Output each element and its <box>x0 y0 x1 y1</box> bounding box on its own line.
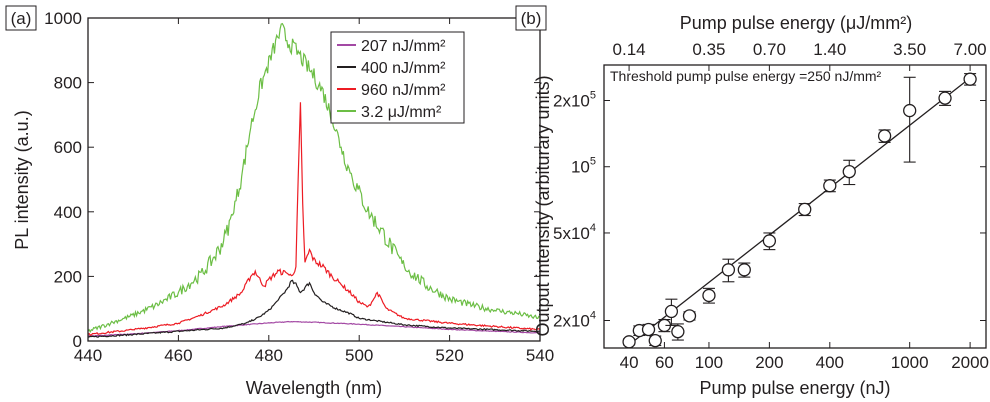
panel-b-y-tick-label: 2x104 <box>553 310 596 331</box>
panel-a-y-axis-title: PL intensity (a.u.) <box>12 110 32 249</box>
series-line-3 <box>87 102 541 336</box>
panel-a-series-group <box>87 22 541 338</box>
series-line-2 <box>87 279 540 338</box>
panel-b-y-tick-exponent: 4 <box>590 222 596 234</box>
data-point <box>798 202 812 217</box>
panel-b-top-tick-label: 3.50 <box>893 40 926 59</box>
panel-b-top-tick-label: 0.35 <box>692 40 725 59</box>
legend-label-4: 3.2 μJ/mm² <box>361 104 442 121</box>
panel-b-top-tick-label: 0.70 <box>753 40 786 59</box>
panel-a-plot-frame <box>87 17 541 342</box>
panel-a-x-tick-label: 500 <box>345 346 373 365</box>
data-point <box>762 234 777 248</box>
panel-b-y-axis-title: Output intensity (arbiturary units) <box>533 75 553 336</box>
panel-b-y-tick-exponent: 5 <box>590 90 596 102</box>
panel-a-x-tick-label: 540 <box>526 346 554 365</box>
panel-b-plot-frame <box>603 64 987 349</box>
data-point <box>721 263 736 277</box>
panel-b-label-box <box>515 5 547 31</box>
data-point <box>737 263 751 277</box>
panel-b-x-tick-label: 100 <box>695 353 723 372</box>
panel-a-legend: 207 nJ/mm² 400 nJ/mm² 960 nJ/mm² 3.2 μJ/mm² <box>330 31 465 124</box>
series-line-4 <box>87 22 541 333</box>
panel-b-top-tick-label: 0.14 <box>613 40 646 59</box>
panel-a-label: (a) <box>11 9 32 28</box>
panel-b-y-tick-label: 2x105 <box>553 90 596 111</box>
panel-b-x-tick-label: 60 <box>655 353 674 372</box>
panel-b-ticks: 40 60 100 200 400 1000 2000 0.14 0.35 0.70 1.40 3.5… <box>553 40 989 372</box>
panel-b-x-axis-title: Pump pulse energy (nJ) <box>699 378 890 398</box>
panel-b-x-tick-label: 400 <box>816 353 844 372</box>
panel-b-data-group <box>622 72 977 349</box>
panel-a-x-tick-label: 460 <box>164 346 192 365</box>
data-point <box>823 179 837 193</box>
legend-label-1: 207 nJ/mm² <box>361 38 446 55</box>
panel-a-x-tick-label: 520 <box>435 346 463 365</box>
panel-b-top-tick-label: 7.00 <box>954 40 987 59</box>
data-point <box>877 129 892 143</box>
panel-a-y-tick-label: 400 <box>54 203 82 222</box>
panel-a-y-tick-label: 800 <box>54 74 82 93</box>
legend-box <box>330 31 465 124</box>
data-point <box>963 72 977 86</box>
panel-a-y-tick-label: 200 <box>54 267 82 286</box>
panel-b-x-tick-label: 200 <box>755 353 783 372</box>
panel-a-label-box <box>5 5 37 31</box>
panel-a-ticks: 440 460 480 500 520 540 0 200 400 600 800 1000 <box>44 9 554 365</box>
panel-b: (b) Pump pulse energy (μJ/mm²) 40 60 100 20… <box>515 5 989 398</box>
panel-b-x-tick-label: 40 <box>620 353 639 372</box>
panel-a-x-tick-label: 440 <box>74 346 102 365</box>
panel-b-top-axis-title: Pump pulse energy (μJ/mm²) <box>680 13 912 33</box>
panel-b-x-tick-label: 1000 <box>891 353 929 372</box>
panel-a-y-tick-label: 0 <box>73 332 82 351</box>
data-point <box>641 322 656 337</box>
data-point <box>903 103 917 118</box>
panel-a-y-tick-label: 600 <box>54 138 82 157</box>
panel-b-label: (b) <box>521 9 542 28</box>
data-point <box>702 288 716 303</box>
panel-a-x-tick-label: 480 <box>255 346 283 365</box>
data-point <box>622 335 636 349</box>
threshold-annotation: Threshold pump pulse energy =250 nJ/mm² <box>610 68 882 84</box>
data-point <box>664 304 679 319</box>
panel-a: (a) 440 460 480 500 520 54002004006008001000 … <box>5 5 554 398</box>
data-point <box>842 164 856 179</box>
panel-b-y-tick-label: 105 <box>571 156 596 177</box>
data-point <box>671 324 685 339</box>
panel-b-top-tick-label: 1.40 <box>813 40 846 59</box>
data-point <box>938 91 952 105</box>
panel-b-y-tick-exponent: 4 <box>590 310 596 322</box>
panel-a-y-tick-label: 1000 <box>44 9 82 28</box>
panel-a-x-axis-title: Wavelength (nm) <box>246 378 382 398</box>
data-point <box>682 309 697 323</box>
panel-b-y-tick-label: 5x104 <box>553 222 596 243</box>
legend-label-3: 960 nJ/mm² <box>361 82 446 99</box>
panel-b-x-tick-label: 2000 <box>951 353 989 372</box>
panel-b-y-tick-exponent: 5 <box>590 156 596 168</box>
data-point <box>648 333 662 348</box>
legend-label-2: 400 nJ/mm² <box>361 60 446 77</box>
